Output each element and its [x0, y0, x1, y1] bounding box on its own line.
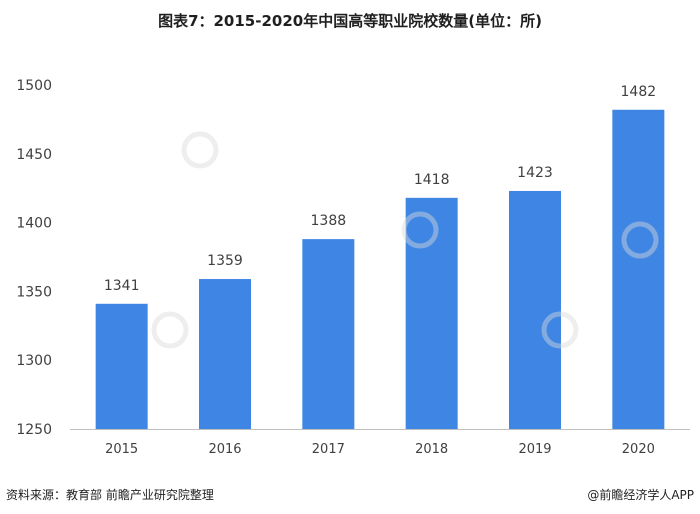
y-tick-label: 1500	[16, 78, 52, 94]
x-tick-label-2017: 2017	[312, 442, 345, 457]
data-label-2018: 1418	[414, 172, 450, 188]
watermark-logo-icon	[401, 211, 439, 249]
data-label-2019: 1423	[517, 165, 553, 181]
y-tick-label: 1450	[16, 147, 52, 163]
bar-2019	[509, 190, 561, 429]
source-note: 资料来源：教育部 前瞻产业研究院整理	[6, 488, 214, 502]
x-tick-label-2015: 2015	[105, 442, 138, 457]
brand-credit: @前瞻经济学人APP	[587, 488, 694, 502]
watermark-logo-icon	[621, 221, 659, 259]
y-tick-label: 1400	[16, 216, 52, 232]
bar-2018	[405, 197, 458, 429]
data-label-2015: 1341	[104, 278, 140, 294]
y-tick-label: 1250	[16, 422, 52, 438]
x-tick-label-2016: 2016	[208, 442, 241, 457]
data-label-2017: 1388	[311, 213, 347, 229]
bar-2015	[95, 303, 148, 429]
x-tick-label-2019: 2019	[518, 442, 551, 457]
x-tick-label-2020: 2020	[622, 442, 655, 457]
data-label-2020: 1482	[621, 84, 657, 100]
y-tick-label: 1300	[16, 353, 52, 369]
watermark-logo-icon	[541, 311, 579, 349]
data-label-2016: 1359	[207, 253, 243, 269]
watermark-logo-icon	[151, 311, 189, 349]
bar-2020	[612, 109, 665, 429]
watermark-logo-icon	[181, 131, 219, 169]
bar-2016	[199, 279, 251, 429]
y-tick-label: 1350	[16, 284, 52, 300]
x-tick-label-2018: 2018	[415, 442, 448, 457]
chart-title: 图表7：2015-2020年中国高等职业院校数量(单位：所)	[158, 12, 542, 30]
bar-2017	[302, 239, 355, 429]
